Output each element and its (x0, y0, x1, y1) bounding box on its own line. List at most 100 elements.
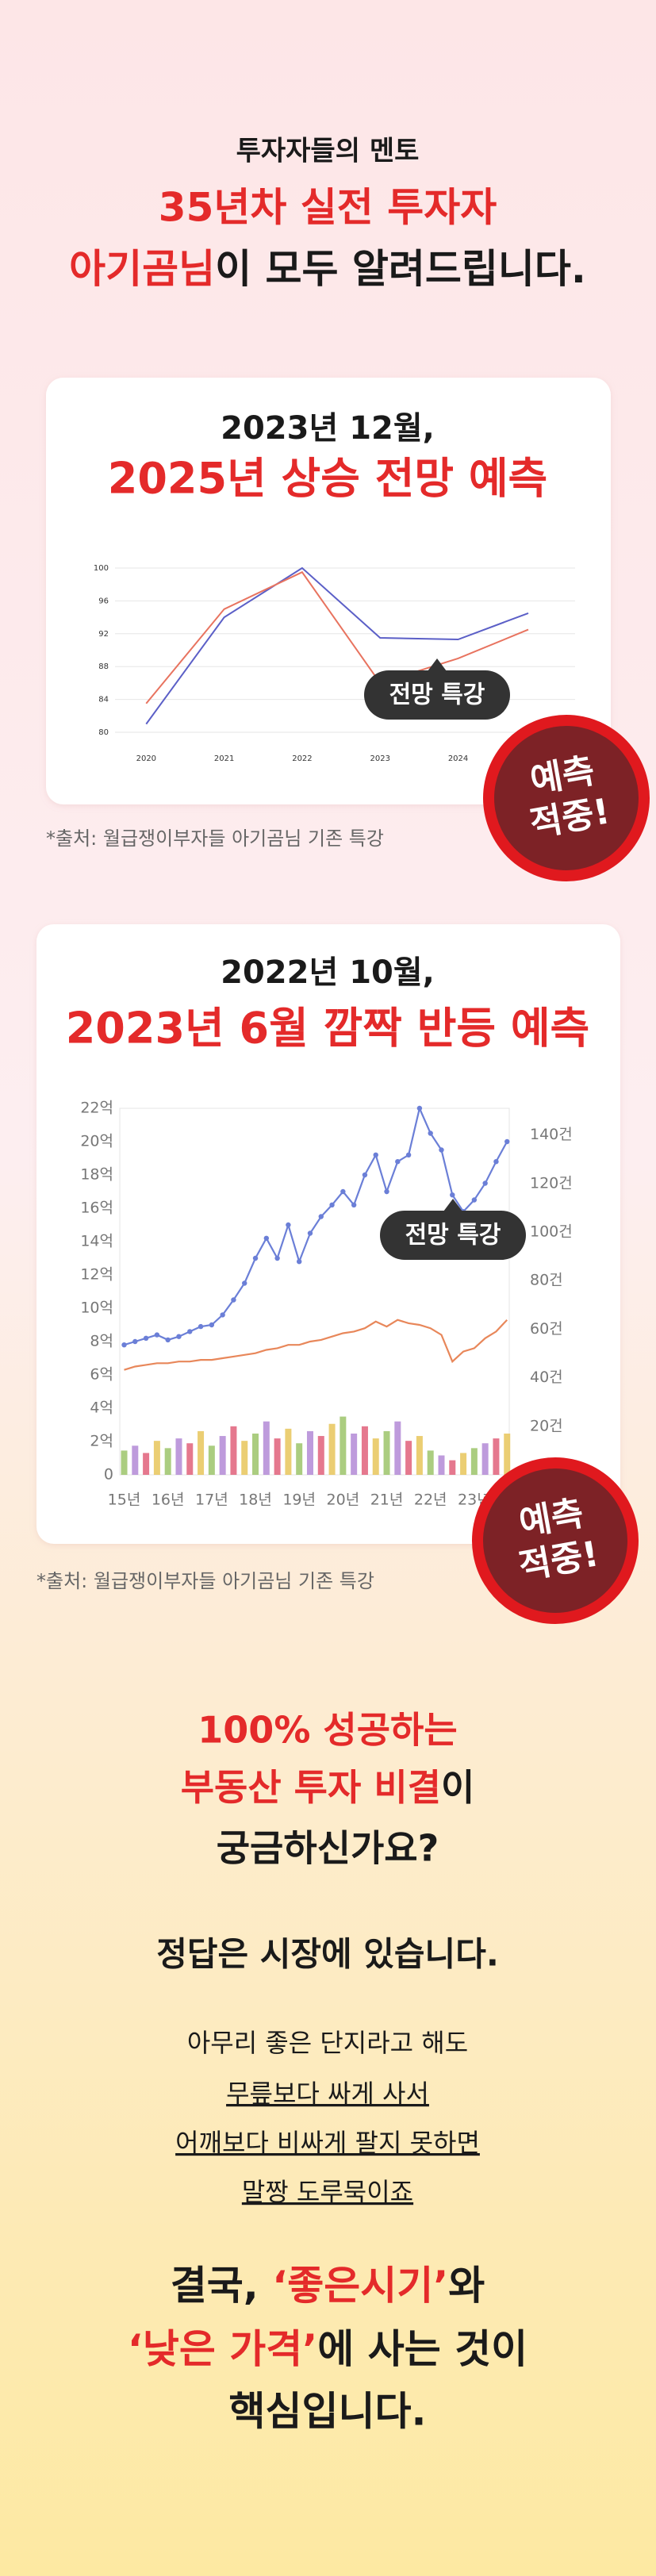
point (242, 1280, 247, 1286)
bar (372, 1438, 379, 1475)
line (145, 570, 529, 704)
body-text: 무릎보다 싸게 사서 (226, 2079, 429, 2109)
y-tick-label: 12억 (80, 1266, 113, 1284)
bar (153, 1441, 160, 1475)
bar (219, 1436, 226, 1475)
bar (317, 1436, 324, 1475)
conclusion: 핵심입니다. (229, 2389, 427, 2435)
y-tick-label: 84 (98, 696, 109, 704)
bar (427, 1450, 434, 1475)
point (450, 1192, 455, 1198)
card-title: 2025년 상승 전망 예측 (108, 454, 547, 504)
text: 에 사는 것이 (317, 2326, 527, 2372)
bar (241, 1441, 248, 1475)
line (124, 1319, 508, 1371)
bar (285, 1428, 292, 1475)
question: 부동산 투자 비결이 (181, 1766, 475, 1809)
bar (481, 1443, 489, 1475)
bar (296, 1443, 303, 1475)
point (296, 1259, 302, 1265)
point (439, 1147, 444, 1153)
x-tick-label: 2023 (370, 754, 390, 763)
bar (208, 1445, 215, 1475)
bar (186, 1443, 194, 1475)
point (252, 1255, 259, 1261)
y2-tick-label: 140건 (530, 1126, 573, 1143)
annotation-box (380, 1211, 526, 1260)
card-title: 2023년 6월 깜짝 반등 예측 (66, 1004, 590, 1054)
highlight: 부동산 투자 비결 (181, 1766, 441, 1809)
point (340, 1188, 346, 1195)
y2-tick-label: 60건 (530, 1320, 563, 1338)
bar (198, 1430, 205, 1475)
y-tick-label: 18억 (80, 1166, 113, 1184)
y-tick-label: 8억 (90, 1333, 113, 1350)
body-text: 말짱 도루묵이죠 (242, 2177, 413, 2207)
point (231, 1297, 236, 1303)
x-tick-label: 2020 (136, 754, 156, 763)
question: 궁금하신가요? (217, 1827, 439, 1870)
y2-tick-label: 40건 (530, 1369, 563, 1386)
x-tick-label: 17년 (195, 1491, 228, 1509)
y-tick-label: 96 (98, 597, 109, 605)
bar (416, 1436, 423, 1475)
point (274, 1255, 280, 1261)
x-tick-label: 2021 (214, 754, 234, 763)
highlight: ‘낮은 가격’ (128, 2326, 317, 2372)
conclusion: ‘낮은 가격’에 사는 것이 (128, 2326, 527, 2372)
y-tick-label: 4억 (90, 1399, 113, 1417)
badge-circle (472, 1457, 639, 1624)
x-tick-label: 21년 (370, 1491, 404, 1509)
bar (470, 1448, 478, 1475)
point (416, 1105, 423, 1111)
bar (361, 1426, 368, 1475)
point (121, 1342, 127, 1348)
body-text: 어깨보다 비싸게 팔지 못하면 (175, 2128, 480, 2158)
y-tick-label: 100 (94, 564, 109, 573)
card-title: 2023년 12월, (221, 410, 435, 447)
y-tick-label: 0 (104, 1466, 113, 1484)
y-tick-label: 10억 (80, 1300, 113, 1317)
source: *출처: 월급쟁이부자들 아기곰님 기존 특강 (36, 1570, 374, 1592)
bar (143, 1453, 150, 1475)
highlight: 아기곰님 (69, 246, 215, 292)
line (145, 566, 529, 725)
bar (351, 1433, 358, 1475)
bar (132, 1445, 139, 1475)
bar (394, 1421, 401, 1475)
bar (383, 1430, 390, 1475)
text: 이 (441, 1766, 474, 1809)
point (165, 1337, 171, 1343)
point (176, 1334, 182, 1339)
y-tick-label: 2억 (90, 1433, 113, 1450)
point (362, 1172, 368, 1178)
answer: 정답은 시장에 있습니다. (156, 1935, 499, 1974)
y2-tick-label: 20건 (530, 1417, 563, 1434)
bar (230, 1426, 237, 1475)
bar (504, 1433, 511, 1475)
title-line: 아기곰님이 모두 알려드립니다. (69, 246, 586, 292)
bar (252, 1433, 259, 1475)
annotation: 전망 특강 (405, 1222, 501, 1250)
bar (460, 1453, 467, 1475)
y2-tick-label: 100건 (530, 1223, 573, 1241)
bar (405, 1441, 412, 1475)
point (351, 1202, 357, 1208)
y-tick-label: 16억 (80, 1200, 113, 1217)
bar (164, 1448, 171, 1475)
x-tick-label: 22년 (414, 1491, 447, 1509)
card (36, 924, 620, 1544)
title: 35년차 실전 투자자 (159, 185, 497, 231)
point (318, 1214, 324, 1219)
bar (121, 1450, 128, 1475)
y-tick-label: 22억 (80, 1100, 113, 1117)
annotation-box (364, 670, 510, 720)
point (405, 1152, 412, 1158)
y-tick-label: 20억 (80, 1133, 113, 1150)
card-title: 2022년 10월, (221, 954, 435, 991)
bar (263, 1421, 270, 1475)
